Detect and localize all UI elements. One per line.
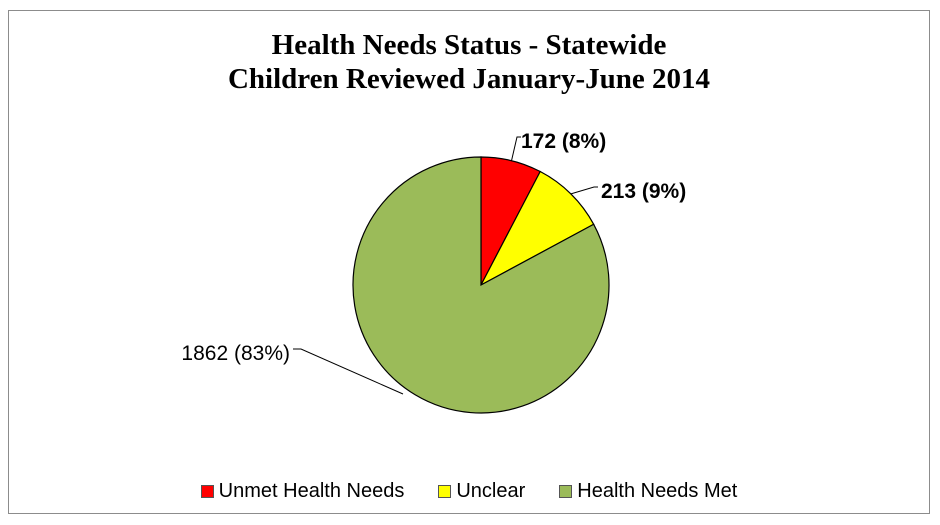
pie-slice-met bbox=[352, 156, 610, 414]
data-label-unclear: 213 (9%) bbox=[601, 180, 686, 203]
legend-label-met: Health Needs Met bbox=[577, 480, 738, 502]
chart-title-line-2: Children Reviewed January-June 2014 bbox=[227, 63, 710, 95]
legend-label-unmet: Unmet Health Needs bbox=[218, 480, 405, 502]
pie-slice-unclear bbox=[479, 170, 595, 287]
legend-swatch-unclear bbox=[438, 485, 452, 498]
data-label-met: 1862 (83%) bbox=[181, 342, 290, 365]
legend-item-met: Health Needs Met bbox=[559, 480, 737, 503]
data-label-unmet: 172 (8%) bbox=[521, 130, 606, 153]
chart-title-line-1: Health Needs Status - Statewide bbox=[271, 29, 667, 61]
leader-line-unclear bbox=[570, 186, 598, 195]
legend-item-unclear: Unclear bbox=[438, 480, 525, 503]
chart-legend: Unmet Health Needs Unclear Health Needs … bbox=[8, 480, 930, 503]
leader-line-met bbox=[293, 348, 404, 395]
legend-label-unclear: Unclear bbox=[456, 480, 526, 502]
legend-item-unmet: Unmet Health Needs bbox=[200, 480, 405, 503]
legend-swatch-unmet bbox=[200, 485, 214, 498]
legend-swatch-met bbox=[559, 485, 573, 498]
leader-line-unmet bbox=[511, 136, 521, 161]
chart-title: Health Needs Status - Statewide Children… bbox=[8, 28, 930, 96]
